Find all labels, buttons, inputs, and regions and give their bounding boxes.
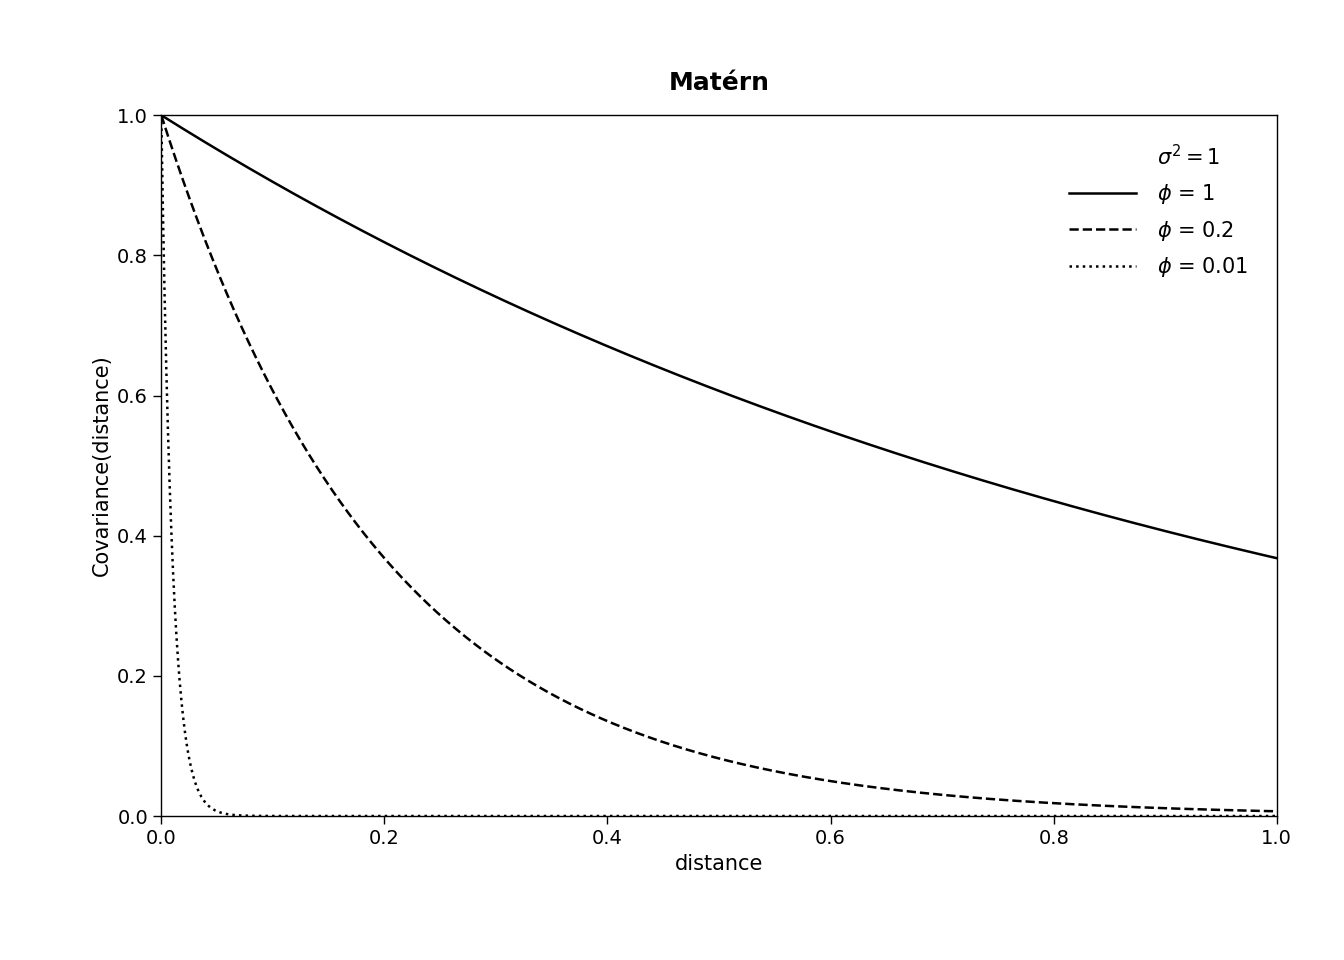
X-axis label: distance: distance: [675, 853, 763, 874]
Legend: $\sigma^2 = 1$, $\phi$ = 1, $\phi$ = 0.2, $\phi$ = 0.01: $\sigma^2 = 1$, $\phi$ = 1, $\phi$ = 0.2…: [1060, 136, 1255, 287]
Y-axis label: Covariance(distance): Covariance(distance): [91, 355, 112, 576]
Title: Matérn: Matérn: [668, 71, 770, 95]
